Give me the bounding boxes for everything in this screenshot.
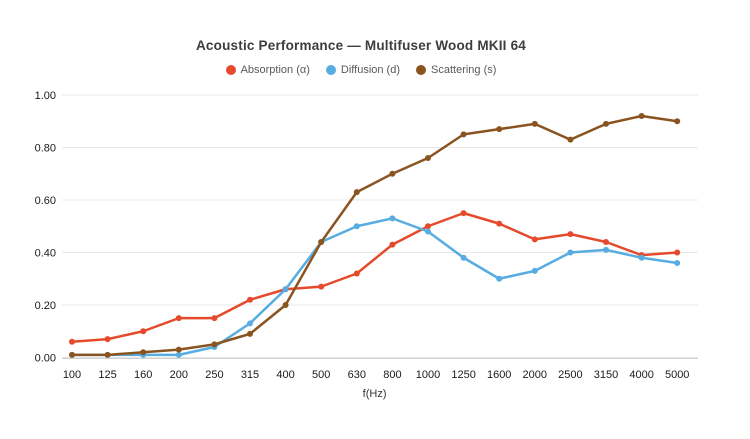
- x-tick-label: 1250: [451, 369, 475, 381]
- chart-title: Acoustic Performance — Multifuser Wood M…: [195, 38, 526, 53]
- data-point: [140, 328, 147, 335]
- data-point: [638, 254, 645, 261]
- x-tick-label: 100: [63, 369, 81, 381]
- data-point: [567, 249, 574, 256]
- data-point: [211, 315, 218, 322]
- x-tick-label: 3150: [594, 369, 618, 381]
- legend-label: Absorption (α): [240, 64, 310, 76]
- x-tick-label: 1600: [487, 369, 511, 381]
- x-tick-label: 1000: [416, 369, 440, 381]
- data-point: [603, 239, 609, 245]
- data-point: [638, 113, 645, 119]
- x-tick-label: 2000: [523, 369, 547, 381]
- data-point: [353, 223, 360, 230]
- data-point: [674, 249, 681, 256]
- data-point: [425, 155, 431, 161]
- data-point: [389, 215, 396, 222]
- data-point: [389, 241, 396, 248]
- chart-legend: Absorption (α) Diffusion (d) Scattering (s…: [0, 64, 722, 76]
- legend-color-dot-icon: [225, 65, 236, 75]
- data-point: [496, 220, 503, 227]
- legend-item[interactable]: Diffusion (d): [325, 64, 401, 76]
- x-tick-label: 800: [383, 369, 401, 381]
- series-line: [70, 217, 679, 357]
- legend-item[interactable]: Absorption (α): [225, 64, 310, 76]
- data-point: [531, 236, 538, 243]
- data-point: [567, 231, 574, 238]
- data-point: [425, 223, 431, 230]
- data-point: [603, 120, 609, 127]
- data-point: [460, 210, 467, 217]
- x-tick-label: 630: [348, 369, 366, 381]
- data-point: [69, 351, 75, 358]
- data-point: [531, 120, 538, 127]
- data-point: [247, 296, 253, 303]
- legend-color-dot-icon: [325, 65, 336, 75]
- data-point: [460, 254, 467, 261]
- data-point: [175, 315, 182, 322]
- data-point: [496, 126, 503, 133]
- legend-color-dot-icon: [416, 65, 427, 75]
- data-point: [603, 246, 609, 253]
- y-tick-label: 0.20: [35, 300, 56, 312]
- data-point: [211, 341, 218, 348]
- x-tick-label: 4000: [629, 369, 653, 381]
- data-point: [175, 346, 182, 353]
- y-tick-label: 0.00: [35, 353, 56, 365]
- series-line: [70, 114, 679, 357]
- x-tick-label: 400: [276, 369, 294, 381]
- data-point: [69, 338, 75, 345]
- data-point: [175, 351, 182, 358]
- data-point: [282, 286, 289, 293]
- x-tick-label: 250: [205, 369, 223, 381]
- x-tick-label: 125: [98, 369, 116, 381]
- data-point: [460, 131, 467, 138]
- data-point: [140, 349, 147, 356]
- y-tick-label: 0.60: [35, 195, 56, 207]
- data-point: [674, 260, 681, 266]
- x-tick-label: 2500: [558, 369, 582, 381]
- x-axis-title: f(Hz): [363, 388, 387, 400]
- x-tick-label: 5000: [665, 369, 689, 381]
- data-point: [104, 336, 111, 343]
- data-point: [247, 320, 253, 327]
- data-point: [674, 118, 681, 125]
- series-line: [70, 211, 679, 343]
- y-tick-label: 0.80: [35, 143, 56, 155]
- x-tick-label: 200: [170, 369, 188, 381]
- data-point: [531, 267, 538, 274]
- data-point: [389, 170, 396, 177]
- x-tick-label: 315: [241, 369, 259, 381]
- data-point: [425, 228, 431, 235]
- x-tick-label: 500: [312, 369, 330, 381]
- legend-label: Diffusion (d): [340, 64, 401, 76]
- y-tick-label: 0.40: [35, 248, 56, 260]
- data-point: [567, 136, 574, 143]
- data-point: [353, 270, 360, 277]
- legend-label: Scattering (s): [431, 64, 497, 76]
- data-point: [318, 283, 325, 290]
- data-point: [104, 351, 111, 358]
- data-point: [247, 330, 253, 337]
- data-point: [282, 302, 289, 308]
- x-tick-label: 160: [134, 369, 152, 381]
- y-tick-label: 1.00: [35, 90, 56, 102]
- data-point: [318, 239, 325, 245]
- data-point: [496, 275, 503, 282]
- data-point: [353, 189, 360, 196]
- legend-item[interactable]: Scattering (s): [416, 64, 496, 76]
